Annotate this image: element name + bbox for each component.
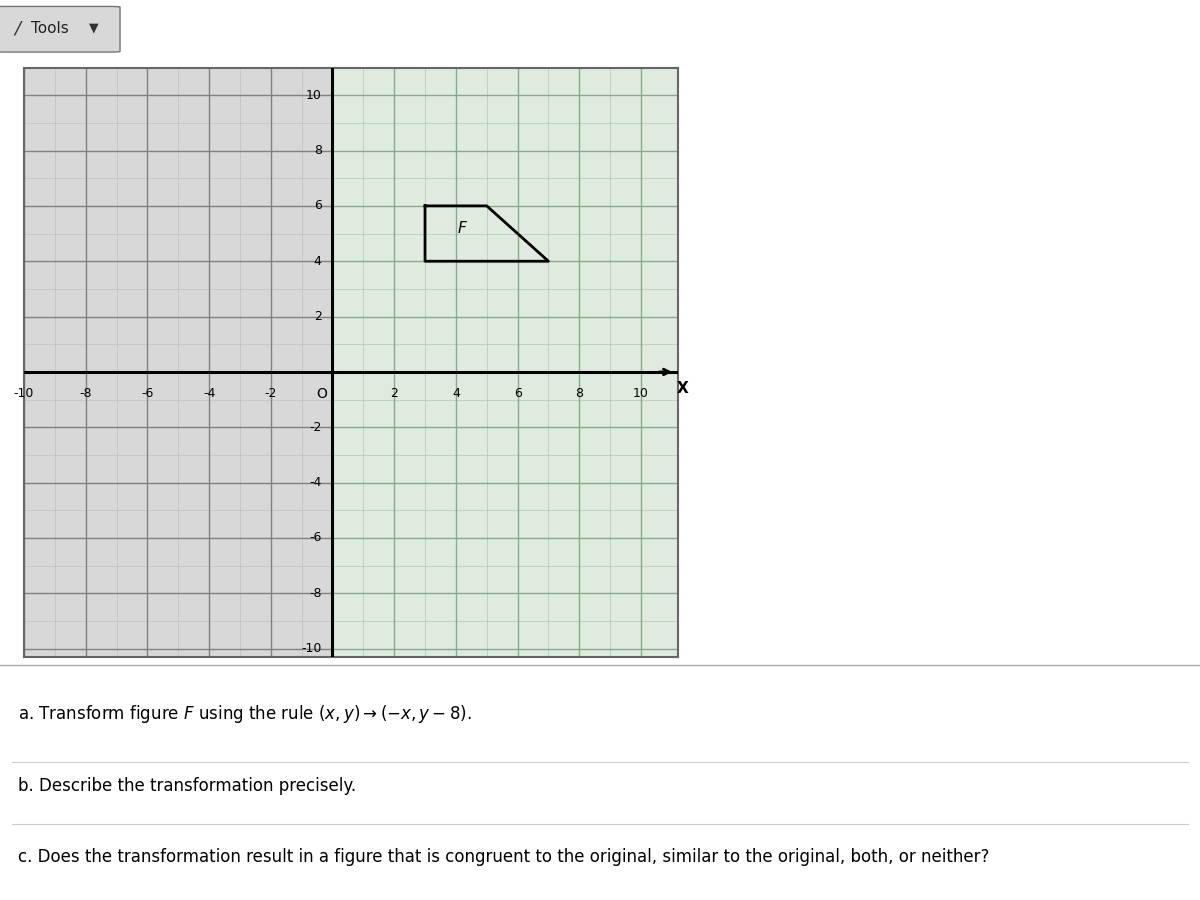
Text: /: /	[14, 19, 20, 37]
Text: 4: 4	[314, 255, 322, 267]
Text: -10: -10	[14, 387, 34, 400]
Text: -2: -2	[265, 387, 277, 400]
Text: -10: -10	[301, 643, 322, 655]
Text: F: F	[457, 220, 467, 236]
Text: 2: 2	[314, 310, 322, 323]
Text: -6: -6	[142, 387, 154, 400]
Polygon shape	[332, 68, 678, 657]
Text: -8: -8	[310, 587, 322, 599]
Text: 2: 2	[390, 387, 398, 400]
Text: b. Describe the transformation precisely.: b. Describe the transformation precisely…	[18, 777, 356, 795]
Text: 10: 10	[306, 89, 322, 102]
Text: 6: 6	[514, 387, 522, 400]
Text: -6: -6	[310, 532, 322, 544]
Text: a. Transform figure $F$ using the rule $(x, y) \rightarrow (-x, y - 8)$.: a. Transform figure $F$ using the rule $…	[18, 703, 472, 725]
Text: 10: 10	[634, 387, 649, 400]
Text: 4: 4	[452, 387, 460, 400]
FancyBboxPatch shape	[0, 6, 120, 52]
Text: -4: -4	[203, 387, 215, 400]
Text: c. Does the transformation result in a figure that is congruent to the original,: c. Does the transformation result in a f…	[18, 848, 989, 866]
Text: -4: -4	[310, 476, 322, 489]
Text: -2: -2	[310, 421, 322, 434]
Text: -8: -8	[79, 387, 92, 400]
Text: 8: 8	[313, 144, 322, 157]
Text: X: X	[677, 381, 689, 396]
Text: Tools: Tools	[31, 21, 68, 36]
Text: O: O	[317, 387, 328, 401]
Text: 8: 8	[575, 387, 583, 400]
Text: 6: 6	[314, 200, 322, 212]
Text: ▼: ▼	[89, 22, 98, 34]
